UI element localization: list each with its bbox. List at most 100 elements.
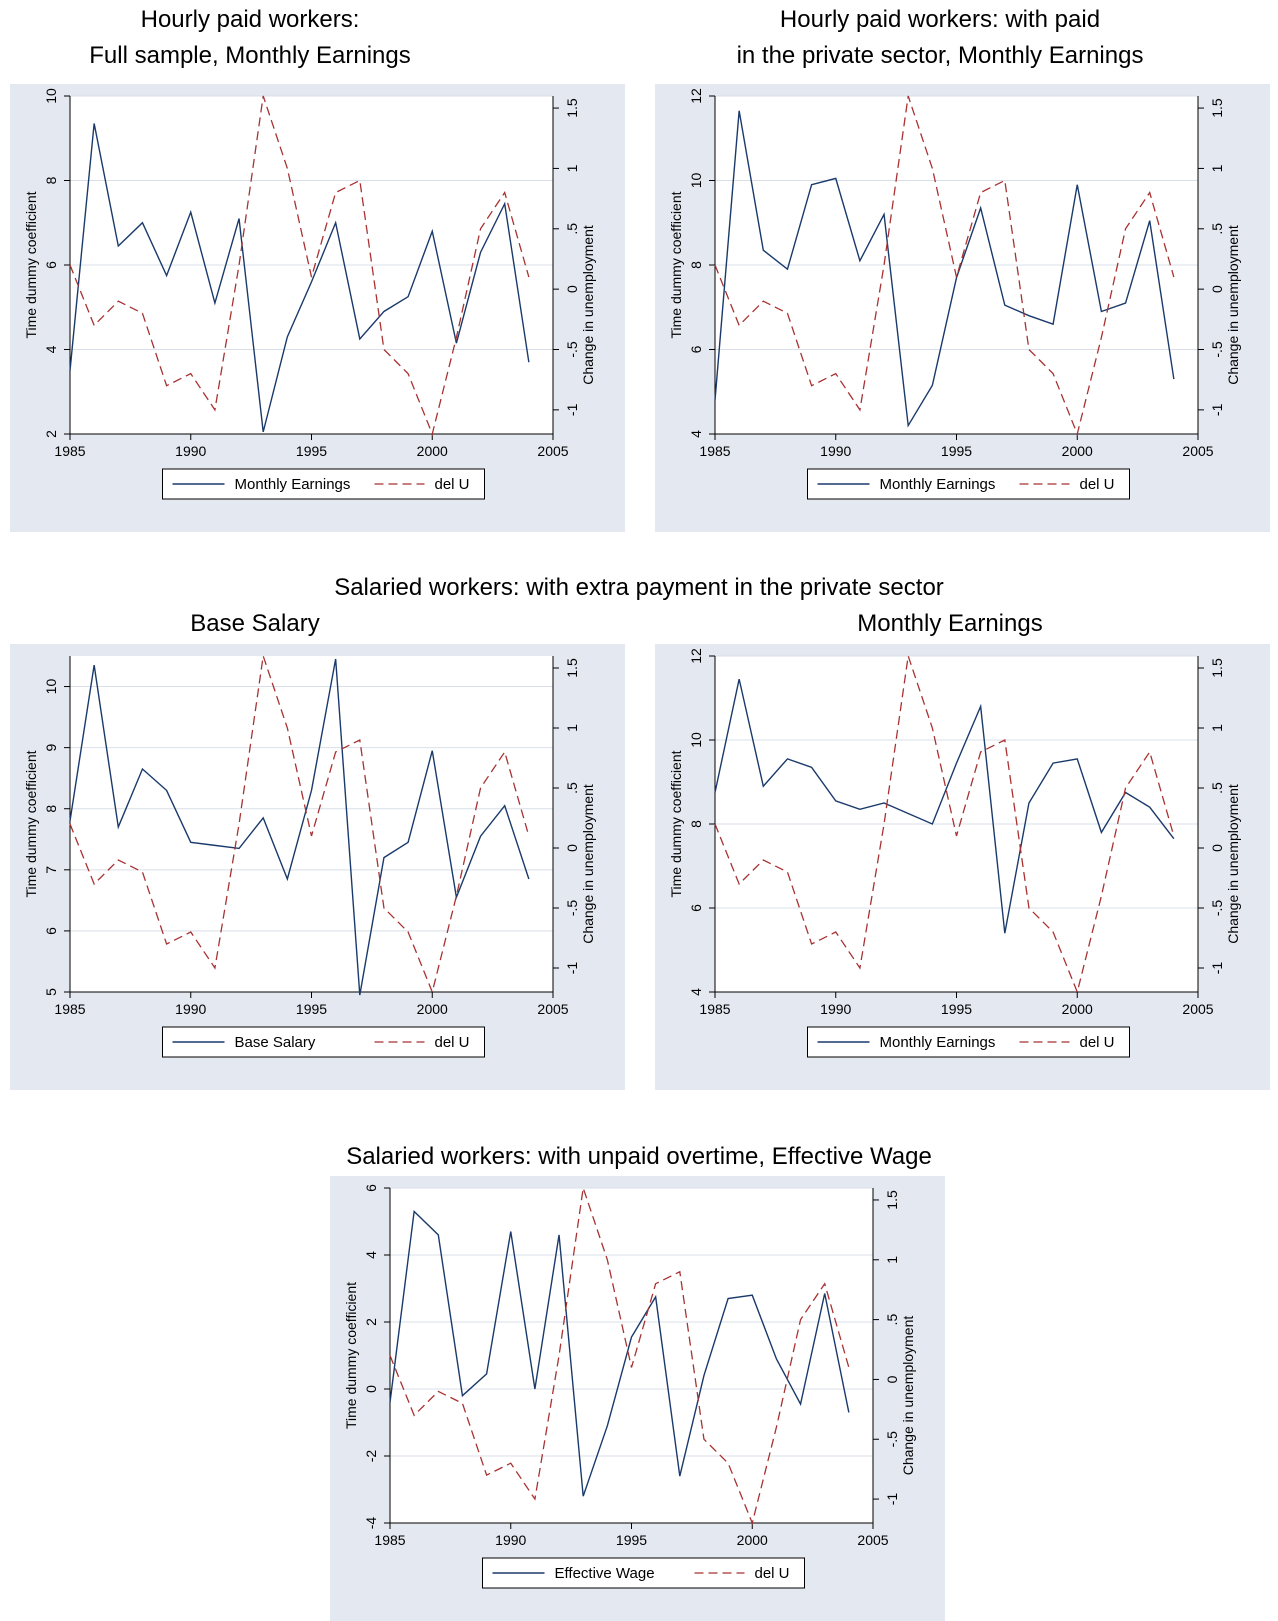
chart-5-y-tick-label: 2: [363, 1318, 379, 1326]
chart-4-panel: 4 6 8 10 12 -1 -.5 0 .5 1 1.5 1985 1990 1995 2000 2005 T…: [655, 644, 1270, 1090]
chart-3-x-tick-label: 2000: [417, 1001, 448, 1017]
chart-4-y-tick-label: 6: [688, 904, 704, 912]
chart-3-y2-tick-label: 1: [564, 724, 580, 732]
chart-1-legend-label-main: Monthly Earnings: [235, 476, 351, 493]
chart-1-x-tick-label: 1990: [175, 443, 206, 459]
chart-5-y-tick-label: 6: [363, 1184, 379, 1192]
chart-3-legend: Base Salary del U: [162, 1026, 485, 1058]
chart-1-y-tick-label: 8: [43, 176, 59, 184]
chart-3-x-tick-label: 2005: [537, 1001, 568, 1017]
chart-3-panel: 5 6 7 8 9 10 -1 -.5 0 .5 1 1.5 1985 1990 1995 2000 2005 T…: [10, 644, 625, 1090]
chart-4-y2-tick-label: -.5: [1209, 900, 1225, 917]
chart-4-y2-tick-label: 0: [1209, 844, 1225, 852]
chart-2-x-tick-label: 1985: [699, 443, 730, 459]
chart-5-panel: -4 -2 0 2 4 6 -1 -.5 0 .5 1 1.5 1985 1990 1995 2000 2005…: [330, 1176, 945, 1621]
chart-1-series-del-u-line: [69, 95, 530, 437]
chart-1-svg: 2 4 6 8 10 -1 -.5 0 .5 1 1.5 1985 1990 1995 2000 2005 Ti…: [23, 88, 596, 500]
chart-4-y2-tick-label: 1.5: [1209, 658, 1225, 678]
chart-4-y2-tick-label: 1: [1209, 724, 1225, 732]
chart-3-svg: 5 6 7 8 9 10 -1 -.5 0 .5 1 1.5 1985 1990 1995 2000 2005 T…: [23, 655, 596, 1058]
chart-2-y2-tick-label: 0: [1209, 285, 1225, 293]
chart-1-legend: Monthly Earnings del U: [162, 468, 485, 500]
chart-5-y2-tick-label: -1: [884, 1493, 900, 1506]
chart-2-y-tick-label: 12: [688, 88, 704, 104]
chart-5-plot-area: [390, 1188, 873, 1523]
chart-2-y-tick-label: 6: [688, 345, 704, 353]
chart-2-title-line2: in the private sector, Monthly Earnings: [736, 42, 1144, 69]
chart-1-x-tick-label: 1995: [296, 443, 327, 459]
chart-5-y-axis-title: Time dummy coefficient: [343, 1282, 359, 1429]
chart-1-x-tick-label: 2005: [537, 443, 568, 459]
chart-1-y-tick-label: 6: [43, 261, 59, 269]
chart-2-series-main-line: [714, 110, 1175, 428]
chart-2-x-tick-label: 2000: [1062, 443, 1093, 459]
chart-5-legend-label-del-u: del U: [755, 1565, 790, 1582]
chart-5-y2-tick-label: 1: [884, 1256, 900, 1264]
chart-2-y-tick-label: 8: [688, 261, 704, 269]
chart-5-y2-axis-title: Change in unemployment: [900, 1316, 916, 1476]
chart-2-y2-tick-label: .5: [1209, 223, 1225, 235]
chart-3-y2-tick-label: -1: [564, 962, 580, 975]
chart-1-y-tick-label: 2: [43, 430, 59, 438]
chart-2-y2-tick-label: -.5: [1209, 341, 1225, 358]
chart-3-y2-axis-title: Change in unemployment: [580, 784, 596, 944]
chart-4-title: Monthly Earnings: [857, 610, 1043, 637]
chart-2-y2-tick-label: 1.5: [1209, 98, 1225, 118]
chart-3-series-main-line: [69, 658, 530, 996]
section-title: Salaried workers: with extra payment in …: [334, 574, 944, 601]
chart-1-y2-tick-label: -1: [564, 403, 580, 416]
chart-4-y2-tick-label: .5: [1209, 782, 1225, 794]
chart-4-x-tick-label: 2000: [1062, 1001, 1093, 1017]
chart-3-legend-label-del-u: del U: [435, 1034, 470, 1051]
chart-4-svg: 4 6 8 10 12 -1 -.5 0 .5 1 1.5 1985 1990 1995 2000 2005 T…: [668, 648, 1241, 1058]
chart-2-y2-tick-label: 1: [1209, 164, 1225, 172]
chart-1-title-line2: Full sample, Monthly Earnings: [89, 42, 411, 69]
chart-1-x-tick-label: 2000: [417, 443, 448, 459]
chart-3-y-tick-label: 10: [43, 679, 59, 695]
chart-2-svg: 4 6 8 10 12 -1 -.5 0 .5 1 1.5 1985 1990 1995 2000 2005 T…: [668, 88, 1241, 500]
chart-5-x-tick-label: 1985: [374, 1532, 405, 1548]
chart-3-y-tick-label: 9: [43, 744, 59, 752]
chart-5-series-del-u-line: [389, 1187, 850, 1526]
chart-1-y2-tick-label: 1.5: [564, 98, 580, 118]
chart-3-y-tick-label: 8: [43, 805, 59, 813]
chart-5-y2-tick-label: 1.5: [884, 1190, 900, 1210]
chart-1-y2-tick-label: -.5: [564, 341, 580, 358]
chart-1-series-main-line: [69, 123, 530, 433]
chart-5-y-tick-label: 4: [363, 1251, 379, 1259]
chart-5-x-tick-label: 2000: [737, 1532, 768, 1548]
chart-1-title-line1: Hourly paid workers:: [140, 6, 360, 33]
chart-5-x-tick-label: 1990: [495, 1532, 526, 1548]
chart-3-x-tick-label: 1985: [54, 1001, 85, 1017]
chart-5-legend-label-main: Effective Wage: [555, 1565, 655, 1582]
chart-4-y-tick-label: 12: [688, 648, 704, 664]
chart-3-y2-tick-label: .5: [564, 782, 580, 794]
chart-3-y2-tick-label: 1.5: [564, 658, 580, 678]
chart-2-x-tick-label: 1995: [941, 443, 972, 459]
chart-3-y2-tick-label: 0: [564, 844, 580, 852]
chart-1-y2-tick-label: 1: [564, 164, 580, 172]
chart-4-y-tick-label: 8: [688, 820, 704, 828]
chart-1-panel: 2 4 6 8 10 -1 -.5 0 .5 1 1.5 1985 1990 1995 2000 2005 Ti…: [10, 84, 625, 532]
chart-5-y2-tick-label: .5: [884, 1314, 900, 1326]
chart-2-x-tick-label: 2005: [1182, 443, 1213, 459]
chart-4-y-tick-label: 10: [688, 732, 704, 748]
chart-5-y-tick-label: 0: [363, 1385, 379, 1393]
chart-4-y2-axis-title: Change in unemployment: [1225, 784, 1241, 944]
chart-3-y-axis-title: Time dummy coefficient: [23, 750, 39, 897]
chart-5-y-tick-label: -2: [363, 1450, 379, 1463]
chart-3-x-tick-label: 1990: [175, 1001, 206, 1017]
chart-4-legend-label-del-u: del U: [1080, 1034, 1115, 1051]
chart-1-y-axis-title: Time dummy coefficient: [23, 191, 39, 338]
chart-4-series-main-line: [714, 678, 1175, 934]
chart-2-title: Hourly paid workers: with paid in the pr…: [620, 2, 1260, 74]
chart-1-y2-tick-label: 0: [564, 285, 580, 293]
chart-2-legend-label-del-u: del U: [1080, 476, 1115, 493]
chart-1-y2-axis-title: Change in unemployment: [580, 225, 596, 385]
chart-2-y-tick-label: 4: [688, 430, 704, 438]
chart-4-y-axis-title: Time dummy coefficient: [668, 750, 684, 897]
chart-5-x-tick-label: 1995: [616, 1532, 647, 1548]
chart-5-y-tick-label: -4: [363, 1517, 379, 1530]
chart-4-y-tick-label: 4: [688, 988, 704, 996]
chart-5-title: Salaried workers: with unpaid overtime, …: [346, 1143, 932, 1170]
